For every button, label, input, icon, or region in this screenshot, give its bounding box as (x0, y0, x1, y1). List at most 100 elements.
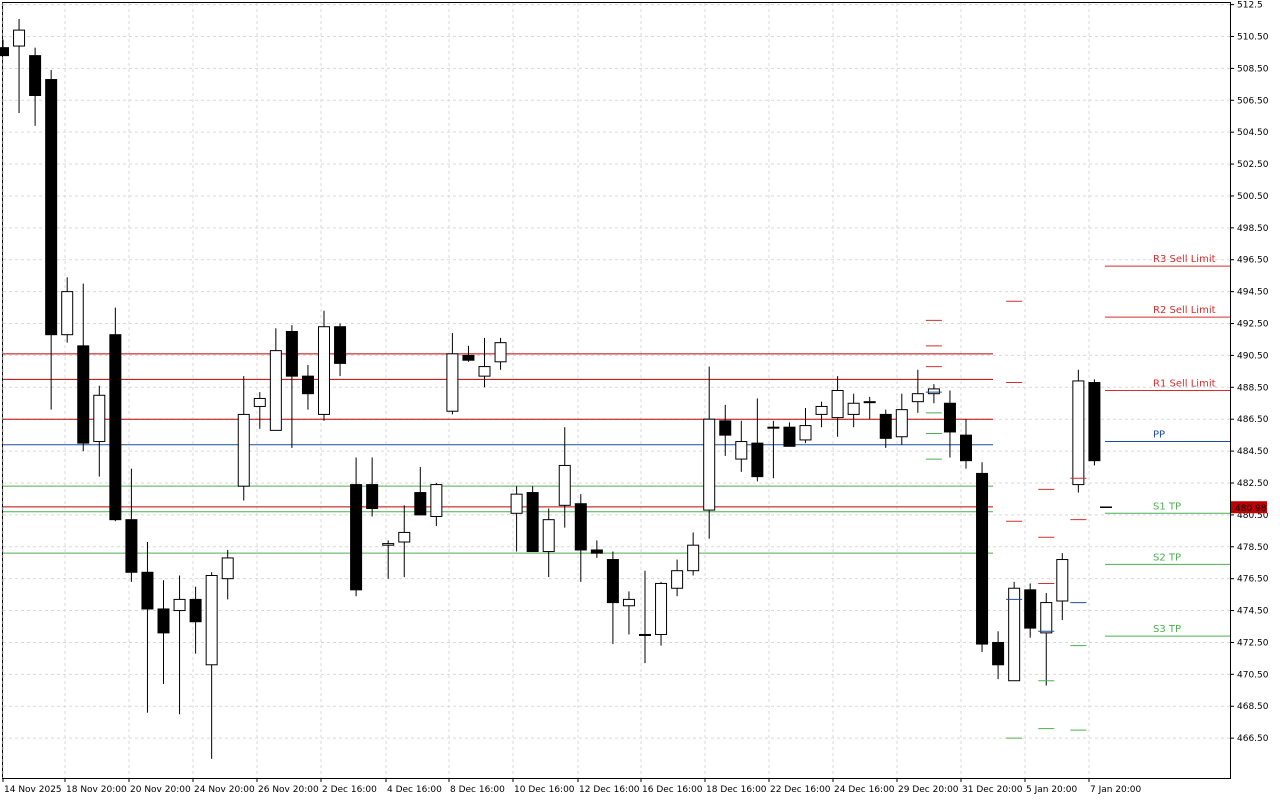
x-tick-label: 20 Nov 20:00 (130, 785, 191, 795)
candle-body (414, 492, 427, 516)
candle-body (1088, 382, 1101, 462)
candle-body (494, 342, 507, 363)
candle-body (895, 409, 908, 438)
candle-body (269, 350, 282, 431)
y-tick-label: 478.50 (1237, 543, 1269, 553)
candle-body (879, 413, 892, 439)
pivot-level-label: R2 Sell Limit (1153, 305, 1216, 316)
x-tick-label: 10 Dec 16:00 (514, 785, 575, 795)
candle-body (574, 503, 587, 551)
pivot-level-label: S1 TP (1153, 501, 1181, 512)
candle-body (703, 418, 716, 511)
candle-body (430, 484, 443, 517)
candle-body (542, 519, 555, 553)
x-tick-label: 14 Nov 2025 (4, 785, 62, 795)
candle-body (125, 519, 138, 573)
x-tick-label: 4 Dec 16:00 (387, 785, 442, 795)
x-tick-label: 29 Dec 20:00 (898, 785, 959, 795)
y-tick-label: 470.50 (1237, 670, 1269, 680)
candle-body (1072, 380, 1085, 486)
current-price-label: 480.98 (1235, 504, 1267, 514)
x-tick-label: 18 Nov 20:00 (66, 785, 127, 795)
candle-body (13, 29, 26, 47)
y-tick-label: 484.50 (1237, 447, 1269, 457)
y-tick-label: 508.50 (1237, 64, 1269, 74)
x-axis: 14 Nov 2025 18 Nov 20:00 20 Nov 20:00 24 No… (2, 778, 1142, 795)
y-tick-label: 480.50 (1237, 511, 1269, 521)
y-tick-label: 500.50 (1237, 192, 1269, 202)
candle-body (462, 354, 475, 361)
candle-body (911, 393, 924, 403)
current-price-box (1231, 501, 1267, 514)
candle-body (767, 426, 780, 429)
y-axis: 512.5 510.50 508.50 506.50 504.50 502.50 500.5… (1230, 1, 1269, 744)
candle-body (61, 291, 74, 336)
x-tick-label: 5 Jan 20:00 (1026, 785, 1078, 795)
candle-body (301, 375, 314, 395)
x-tick-label: 24 Nov 20:00 (194, 785, 255, 795)
candle-body (285, 330, 298, 377)
y-tick-label: 492.50 (1237, 320, 1269, 330)
y-tick-label: 466.50 (1237, 734, 1269, 744)
candle-body (366, 484, 379, 510)
candle-body (799, 425, 812, 441)
x-tick-label: 18 Dec 16:00 (706, 785, 767, 795)
y-tick-label: 474.50 (1237, 607, 1269, 617)
x-tick-label: 22 Dec 16:00 (770, 785, 831, 795)
candle-body (815, 405, 828, 415)
candle-body (927, 388, 940, 395)
candle-body (446, 353, 459, 412)
candle-body (639, 633, 651, 636)
y-tick-label: 488.50 (1237, 383, 1269, 393)
current-price-tag: 480.98 (1100, 501, 1267, 514)
candle-body (622, 598, 635, 607)
candle-body (831, 390, 844, 419)
x-tick-label: 24 Dec 16:00 (834, 785, 895, 795)
candle-body (1024, 589, 1037, 629)
candle-body (735, 441, 748, 460)
y-tick-label: 486.50 (1237, 415, 1269, 425)
pivot-levels: R3 Sell Limit R2 Sell Limit R1 Sell Limit P… (1105, 254, 1230, 637)
candle-body (558, 464, 571, 506)
candle-body (189, 598, 202, 623)
pivot-level-label: S3 TP (1153, 624, 1181, 635)
y-tick-label: 472.50 (1237, 638, 1269, 648)
pivot-marks (925, 300, 1087, 739)
y-tick-label: 510.50 (1237, 32, 1269, 42)
candle-body (526, 492, 539, 553)
x-tick-label: 12 Dec 16:00 (579, 785, 640, 795)
candle-body (671, 570, 684, 589)
candle-body (141, 571, 154, 610)
candle-body (173, 598, 186, 612)
x-tick-label: 31 Dec 20:00 (962, 785, 1023, 795)
x-tick-label: 26 Nov 20:00 (258, 785, 319, 795)
y-tick-label: 490.50 (1237, 351, 1269, 361)
candle-body (751, 442, 764, 478)
y-tick-label: 512.5 (1237, 1, 1263, 11)
y-tick-label: 496.50 (1237, 256, 1269, 266)
candle-body (992, 641, 1005, 666)
x-tick-label: 7 Jan 20:00 (1090, 785, 1142, 795)
candle-body (157, 608, 170, 634)
y-tick-label: 498.50 (1237, 224, 1269, 234)
pivot-level-label: R3 Sell Limit (1153, 254, 1216, 265)
y-tick-label: 504.50 (1237, 128, 1269, 138)
candle-body (382, 543, 395, 546)
candle-body (719, 420, 732, 436)
candle-body (93, 394, 106, 443)
y-tick-label: 476.50 (1237, 575, 1269, 585)
candles (0, 18, 1101, 759)
x-tick-label: 2 Dec 16:00 (322, 785, 377, 795)
candle-body (221, 557, 234, 580)
y-tick-label: 494.50 (1237, 288, 1269, 298)
candle-body (847, 402, 860, 415)
pivot-level-label: R1 Sell Limit (1153, 379, 1216, 390)
candle-body (237, 413, 250, 487)
candle-body (510, 493, 523, 514)
candle-body (398, 531, 411, 543)
candle-body (318, 326, 330, 415)
candle-body (205, 574, 218, 666)
candle-body (976, 472, 989, 645)
candle-body (334, 326, 347, 364)
